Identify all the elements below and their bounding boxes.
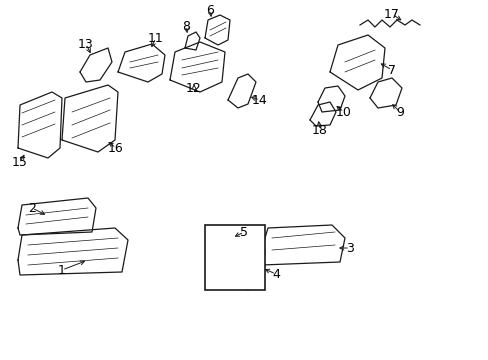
- Text: 4: 4: [271, 267, 279, 280]
- Text: 14: 14: [252, 94, 267, 107]
- Text: 10: 10: [335, 105, 351, 118]
- Text: 2: 2: [28, 202, 36, 215]
- Text: 18: 18: [311, 123, 327, 136]
- Text: 6: 6: [205, 4, 214, 17]
- Text: 5: 5: [240, 225, 247, 238]
- Text: 11: 11: [148, 31, 163, 45]
- Bar: [204, 225, 264, 290]
- Text: 13: 13: [78, 37, 94, 50]
- Text: 1: 1: [58, 264, 66, 276]
- Text: 9: 9: [395, 105, 403, 118]
- Text: 15: 15: [12, 156, 28, 168]
- Text: 7: 7: [387, 63, 395, 77]
- Text: 16: 16: [108, 141, 123, 154]
- Text: 3: 3: [346, 242, 353, 255]
- Text: 17: 17: [383, 8, 399, 21]
- Text: 12: 12: [186, 81, 202, 94]
- Text: 8: 8: [182, 19, 190, 32]
